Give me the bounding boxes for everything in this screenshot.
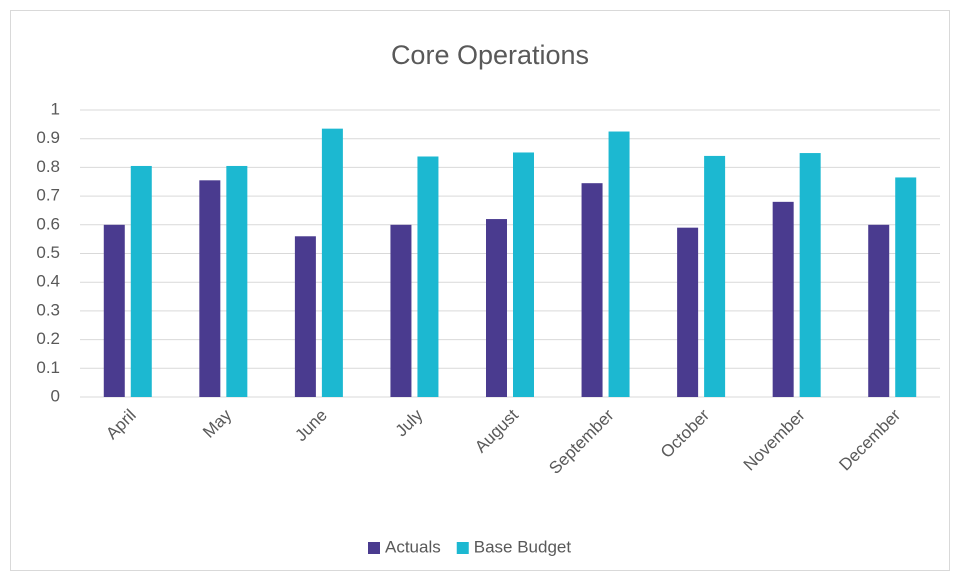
legend-label: Base Budget (474, 537, 572, 556)
chart-title: Core Operations (391, 40, 589, 70)
bar (130, 165, 152, 397)
y-tick-label: 0.8 (36, 157, 60, 176)
y-tick-label: 0.5 (36, 243, 60, 262)
bar (581, 183, 603, 397)
bar (677, 227, 699, 397)
bar (704, 155, 726, 397)
bar (513, 152, 534, 397)
legend-swatch (456, 542, 469, 554)
y-tick-label: 0 (51, 386, 60, 405)
bar (390, 224, 412, 397)
y-tick-label: 0.1 (36, 358, 60, 377)
y-tick-label: 1 (51, 99, 60, 118)
bar (321, 128, 343, 397)
bar (608, 131, 630, 397)
bar (895, 177, 917, 397)
y-tick-label: 0.9 (36, 128, 60, 147)
bar (772, 201, 794, 397)
y-tick-label: 0.6 (36, 214, 60, 233)
bar (417, 156, 439, 397)
bar (294, 236, 316, 397)
y-tick-label: 0.2 (36, 329, 60, 348)
y-tick-label: 0.7 (36, 186, 60, 205)
bar (103, 224, 125, 397)
bar (226, 165, 248, 397)
y-tick-label: 0.4 (36, 272, 60, 291)
bar (486, 219, 507, 397)
legend-label: Actuals (385, 537, 441, 556)
bar (868, 224, 890, 397)
bar (199, 180, 221, 397)
y-tick-label: 0.3 (36, 300, 60, 319)
bar (799, 153, 821, 397)
legend-swatch (368, 542, 380, 554)
